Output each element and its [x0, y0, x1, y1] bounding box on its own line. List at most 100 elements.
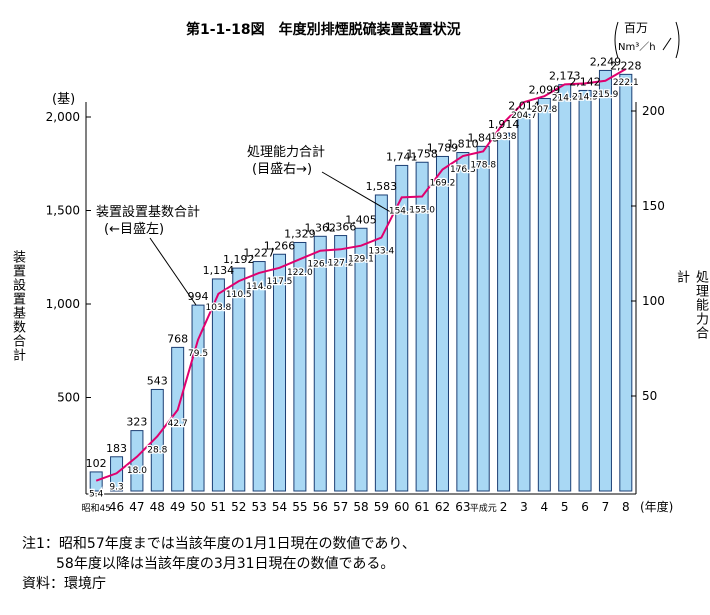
- x-tick-label: 49: [170, 500, 185, 514]
- x-tick-label: 53: [252, 500, 267, 514]
- bar-value-label: 183: [106, 442, 127, 455]
- note-line2: 58年度以降は当該年度の3月31日現在の数値である。: [56, 556, 395, 572]
- bar: [293, 241, 307, 492]
- line-value-label: 103.8: [206, 303, 232, 313]
- bar-value-label: 1,583: [366, 180, 398, 193]
- right-axis-unit-top: 百万: [624, 21, 649, 35]
- bar: [476, 145, 490, 492]
- line-value-label: 117.5: [267, 277, 293, 287]
- bar: [598, 69, 612, 492]
- x-tick-label: 8: [622, 500, 630, 514]
- line-value-label: 18.0: [127, 466, 147, 476]
- left-axis-unit: (基): [52, 92, 76, 107]
- bar-value-label: 2,014: [508, 99, 540, 112]
- line-value-label: 5.4: [89, 490, 104, 500]
- line-value-label: 214.5: [572, 92, 598, 102]
- bar-value-label: 1,758: [406, 147, 438, 160]
- bar-value-label: 1,741: [386, 150, 418, 163]
- bar: [313, 235, 327, 492]
- line-value-label: 9.3: [109, 482, 123, 492]
- right-tick-label: 50: [642, 389, 657, 403]
- bar-value-label: 2,099: [529, 83, 561, 96]
- bar-callout-line1: 装置設置基数合計: [96, 205, 201, 220]
- line-value-label: 214.0: [552, 93, 578, 103]
- bar: [435, 155, 449, 492]
- bar: [619, 73, 633, 492]
- x-tick-label: 2: [500, 500, 508, 514]
- right-tick-label: 150: [642, 199, 665, 213]
- line-value-label: 126.5: [307, 260, 333, 270]
- chart-title: 第1-1-18図 年度別排煙脱硫装置設置状況: [186, 22, 461, 38]
- labels-layer: 1021833235437689941,1341,1921,2271,2661,…: [86, 55, 642, 501]
- bar: [232, 267, 246, 492]
- x-axis-suffix: (年度): [640, 499, 673, 514]
- x-tick-label: 7: [602, 500, 610, 514]
- x-tick-label: 47: [129, 500, 144, 514]
- x-tick-label: 59: [374, 500, 389, 514]
- right-axis-unit-bottom: Nm³／h: [618, 42, 656, 53]
- bar-value-label: 1,329: [284, 227, 316, 240]
- bar-value-label: 1,134: [203, 264, 235, 277]
- bar-callout-leader: [149, 237, 197, 306]
- x-tick-label: 46: [109, 500, 124, 514]
- bar-value-label: 1,227: [243, 247, 275, 260]
- line-value-label: 154.5: [389, 206, 415, 216]
- bar-value-label: 2,228: [610, 59, 642, 72]
- line-value-label: 178.8: [470, 160, 496, 170]
- line-value-label: 176.3: [450, 165, 476, 175]
- bar: [578, 89, 592, 492]
- line-value-label: 133.4: [368, 247, 394, 257]
- line-value-label: 28.8: [147, 445, 167, 455]
- bar: [89, 471, 103, 492]
- bar: [334, 235, 348, 492]
- x-tick-label: 52: [231, 500, 246, 514]
- line-value-label: 114.8: [246, 282, 272, 292]
- bar-callout-line2: (←目盛左): [104, 222, 165, 237]
- bar: [252, 261, 266, 492]
- bar: [517, 113, 531, 492]
- bar: [211, 278, 225, 492]
- x-tick-label: 55: [292, 500, 307, 514]
- right-axis-label: 処理能力合計: [674, 270, 708, 340]
- x-tick-label: 57: [333, 500, 348, 514]
- line-value-label: 204.7: [511, 111, 537, 121]
- bar: [374, 194, 388, 492]
- bar-value-label: 1,810: [447, 138, 479, 151]
- x-tick-label: 50: [190, 500, 205, 514]
- x-tick-label: 昭和45: [81, 503, 110, 514]
- bar: [558, 84, 572, 492]
- x-tick-label: 5: [561, 500, 569, 514]
- line-value-label: 169.2: [430, 179, 456, 189]
- bar: [191, 304, 205, 492]
- bar-value-label: 2,249: [590, 55, 622, 68]
- unit-bracket-left: [614, 21, 619, 59]
- left-tick-label: 1,000: [46, 297, 80, 311]
- line-value-label: 215.9: [593, 90, 619, 100]
- left-tick-label: 500: [57, 391, 80, 405]
- bar: [354, 227, 368, 492]
- line-value-label: 110.5: [226, 290, 252, 300]
- bar-value-label: 1,192: [223, 253, 255, 266]
- bar-value-label: 1,405: [345, 213, 377, 226]
- line-value-label: 127.2: [328, 258, 354, 268]
- bar: [150, 388, 164, 492]
- line-value-label: 155.0: [409, 206, 435, 216]
- x-tick-label: 63: [455, 500, 470, 514]
- bar-value-label: 1,914: [488, 118, 520, 131]
- line-value-label: 79.5: [188, 349, 208, 359]
- left-axis-label: 装置設置基数合計: [10, 250, 25, 362]
- capacity-line: [95, 68, 627, 482]
- x-tick-label: 48: [150, 500, 165, 514]
- bar-value-label: 102: [86, 457, 107, 470]
- x-tick-label: 61: [414, 500, 429, 514]
- x-tick-label: 60: [394, 500, 409, 514]
- right-tick-label: 200: [642, 104, 665, 118]
- bar-value-label: 2,142: [569, 75, 601, 88]
- x-tick-label: 56: [313, 500, 328, 514]
- bar: [497, 132, 511, 492]
- x-tick-label: 平成元: [470, 502, 497, 514]
- left-tick-label: 1,500: [46, 204, 80, 218]
- line-value-label: 207.8: [531, 105, 557, 115]
- bar-value-label: 1,266: [264, 239, 296, 252]
